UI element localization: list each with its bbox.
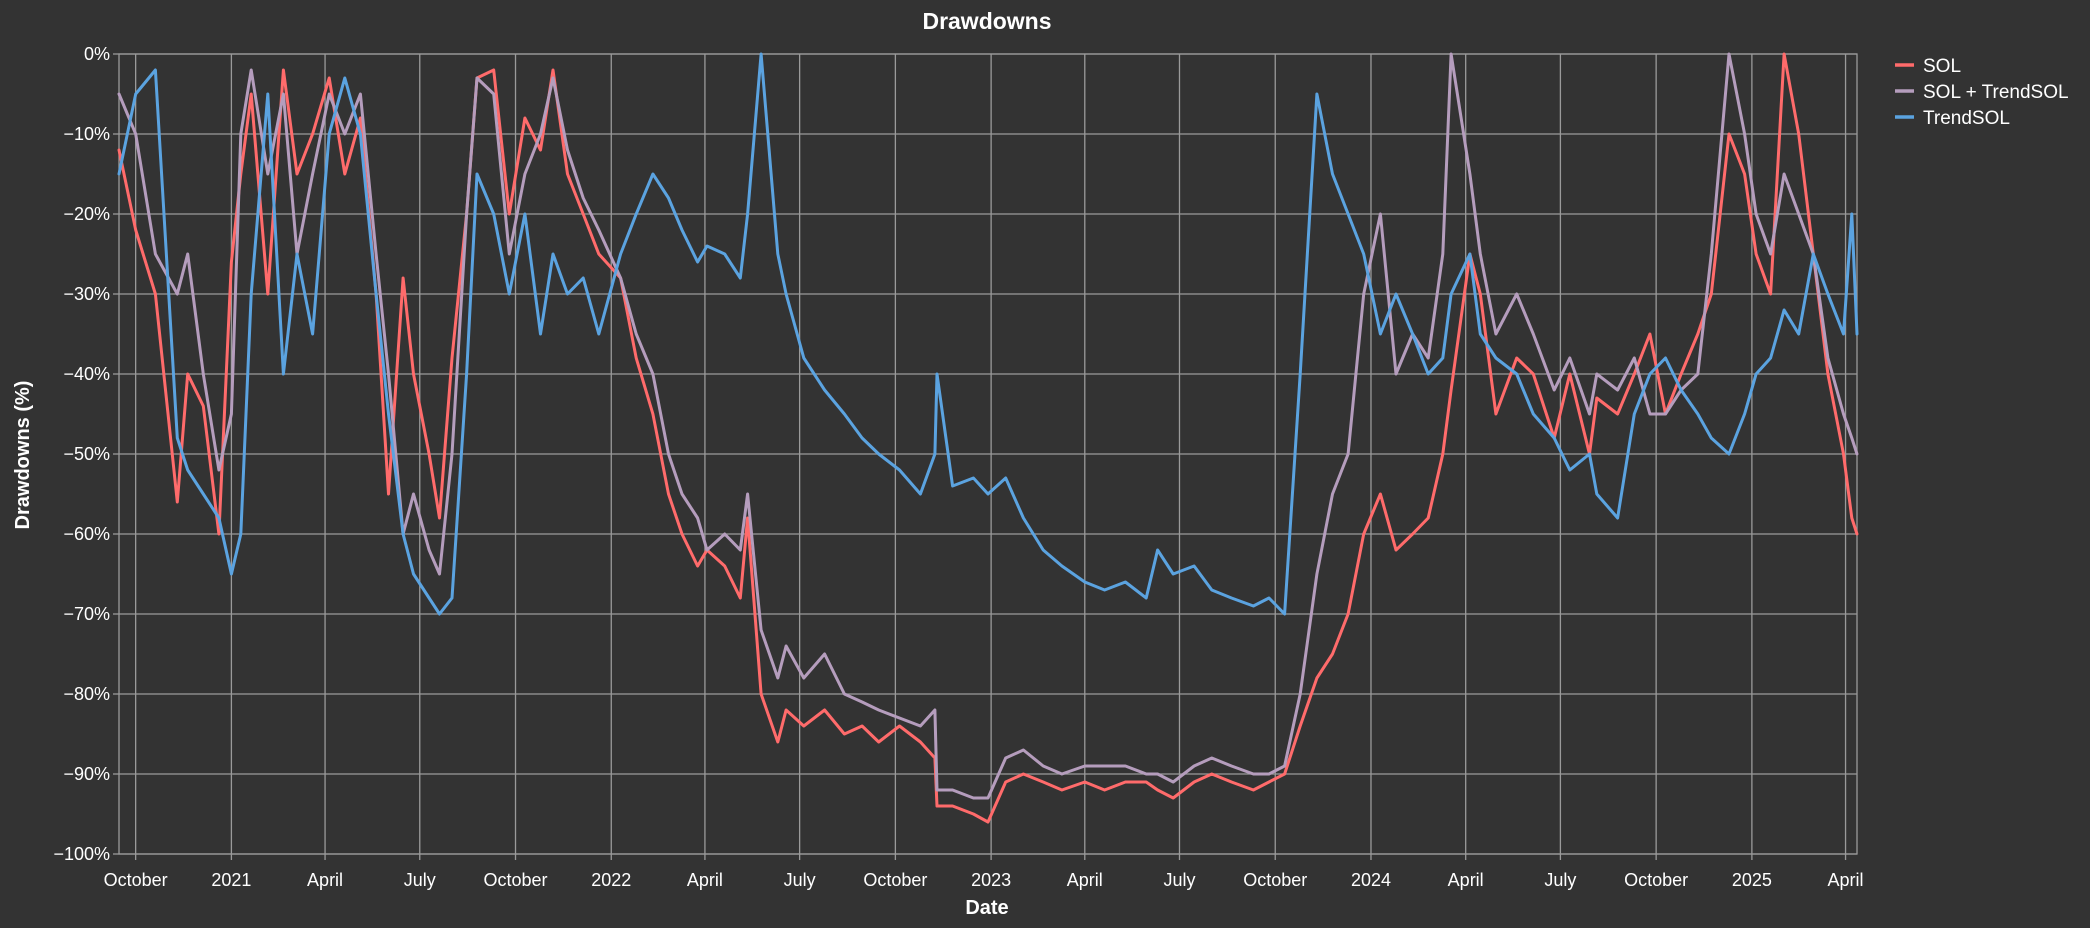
x-tick-label: October: [1243, 870, 1307, 890]
x-tick-label: October: [1624, 870, 1688, 890]
x-tick-label: 2021: [211, 870, 251, 890]
gridlines: [118, 53, 1858, 855]
legend-label-sol: SOL: [1923, 56, 1961, 77]
y-tick-label: −100%: [53, 844, 110, 864]
legend-label-trendsol: TrendSOL: [1923, 108, 2010, 129]
series-line-sol: [117, 52, 1859, 824]
x-tick-label: April: [307, 870, 343, 890]
y-tick-label: −60%: [63, 524, 110, 544]
y-tick-label: −20%: [63, 204, 110, 224]
series-lines: [117, 52, 1859, 824]
x-tick-label: July: [1163, 870, 1195, 890]
x-tick-label: 2022: [591, 870, 631, 890]
x-tick-label: April: [1828, 870, 1864, 890]
y-tick-label: −70%: [63, 604, 110, 624]
x-tick-label: 2024: [1351, 870, 1391, 890]
series-line-sol-trendsol: [117, 52, 1859, 800]
y-tick-label: −10%: [63, 124, 110, 144]
x-axis: October 2021 April July October 2022 April July…: [104, 854, 1864, 890]
y-tick-label: −40%: [63, 364, 110, 384]
x-tick-label: July: [784, 870, 816, 890]
x-tick-label: 2023: [971, 870, 1011, 890]
x-axis-title: Date: [965, 897, 1008, 919]
x-tick-label: October: [863, 870, 927, 890]
x-tick-label: April: [1067, 870, 1103, 890]
legend: SOL SOL + TrendSOL TrendSOL: [1895, 56, 2069, 129]
x-tick-label: October: [104, 870, 168, 890]
y-tick-label: −30%: [63, 284, 110, 304]
y-tick-label: −50%: [63, 444, 110, 464]
y-tick-label: 0%: [84, 44, 110, 64]
x-tick-label: July: [1544, 870, 1576, 890]
y-tick-label: −80%: [63, 684, 110, 704]
x-tick-label: 2025: [1732, 870, 1772, 890]
y-axis: 0% −10% −20% −30% −40% −50% −60% −70% −80% −90% −1…: [53, 44, 119, 864]
x-tick-label: April: [1448, 870, 1484, 890]
chart-title: Drawdowns: [922, 8, 1051, 34]
y-axis-title: Drawdowns (%): [12, 381, 34, 530]
x-tick-label: October: [483, 870, 547, 890]
series-line-trendsol: [117, 52, 1859, 616]
y-tick-label: −90%: [63, 764, 110, 784]
legend-label-sol-trendsol: SOL + TrendSOL: [1923, 82, 2069, 103]
x-tick-label: July: [404, 870, 436, 890]
x-tick-label: April: [687, 870, 723, 890]
